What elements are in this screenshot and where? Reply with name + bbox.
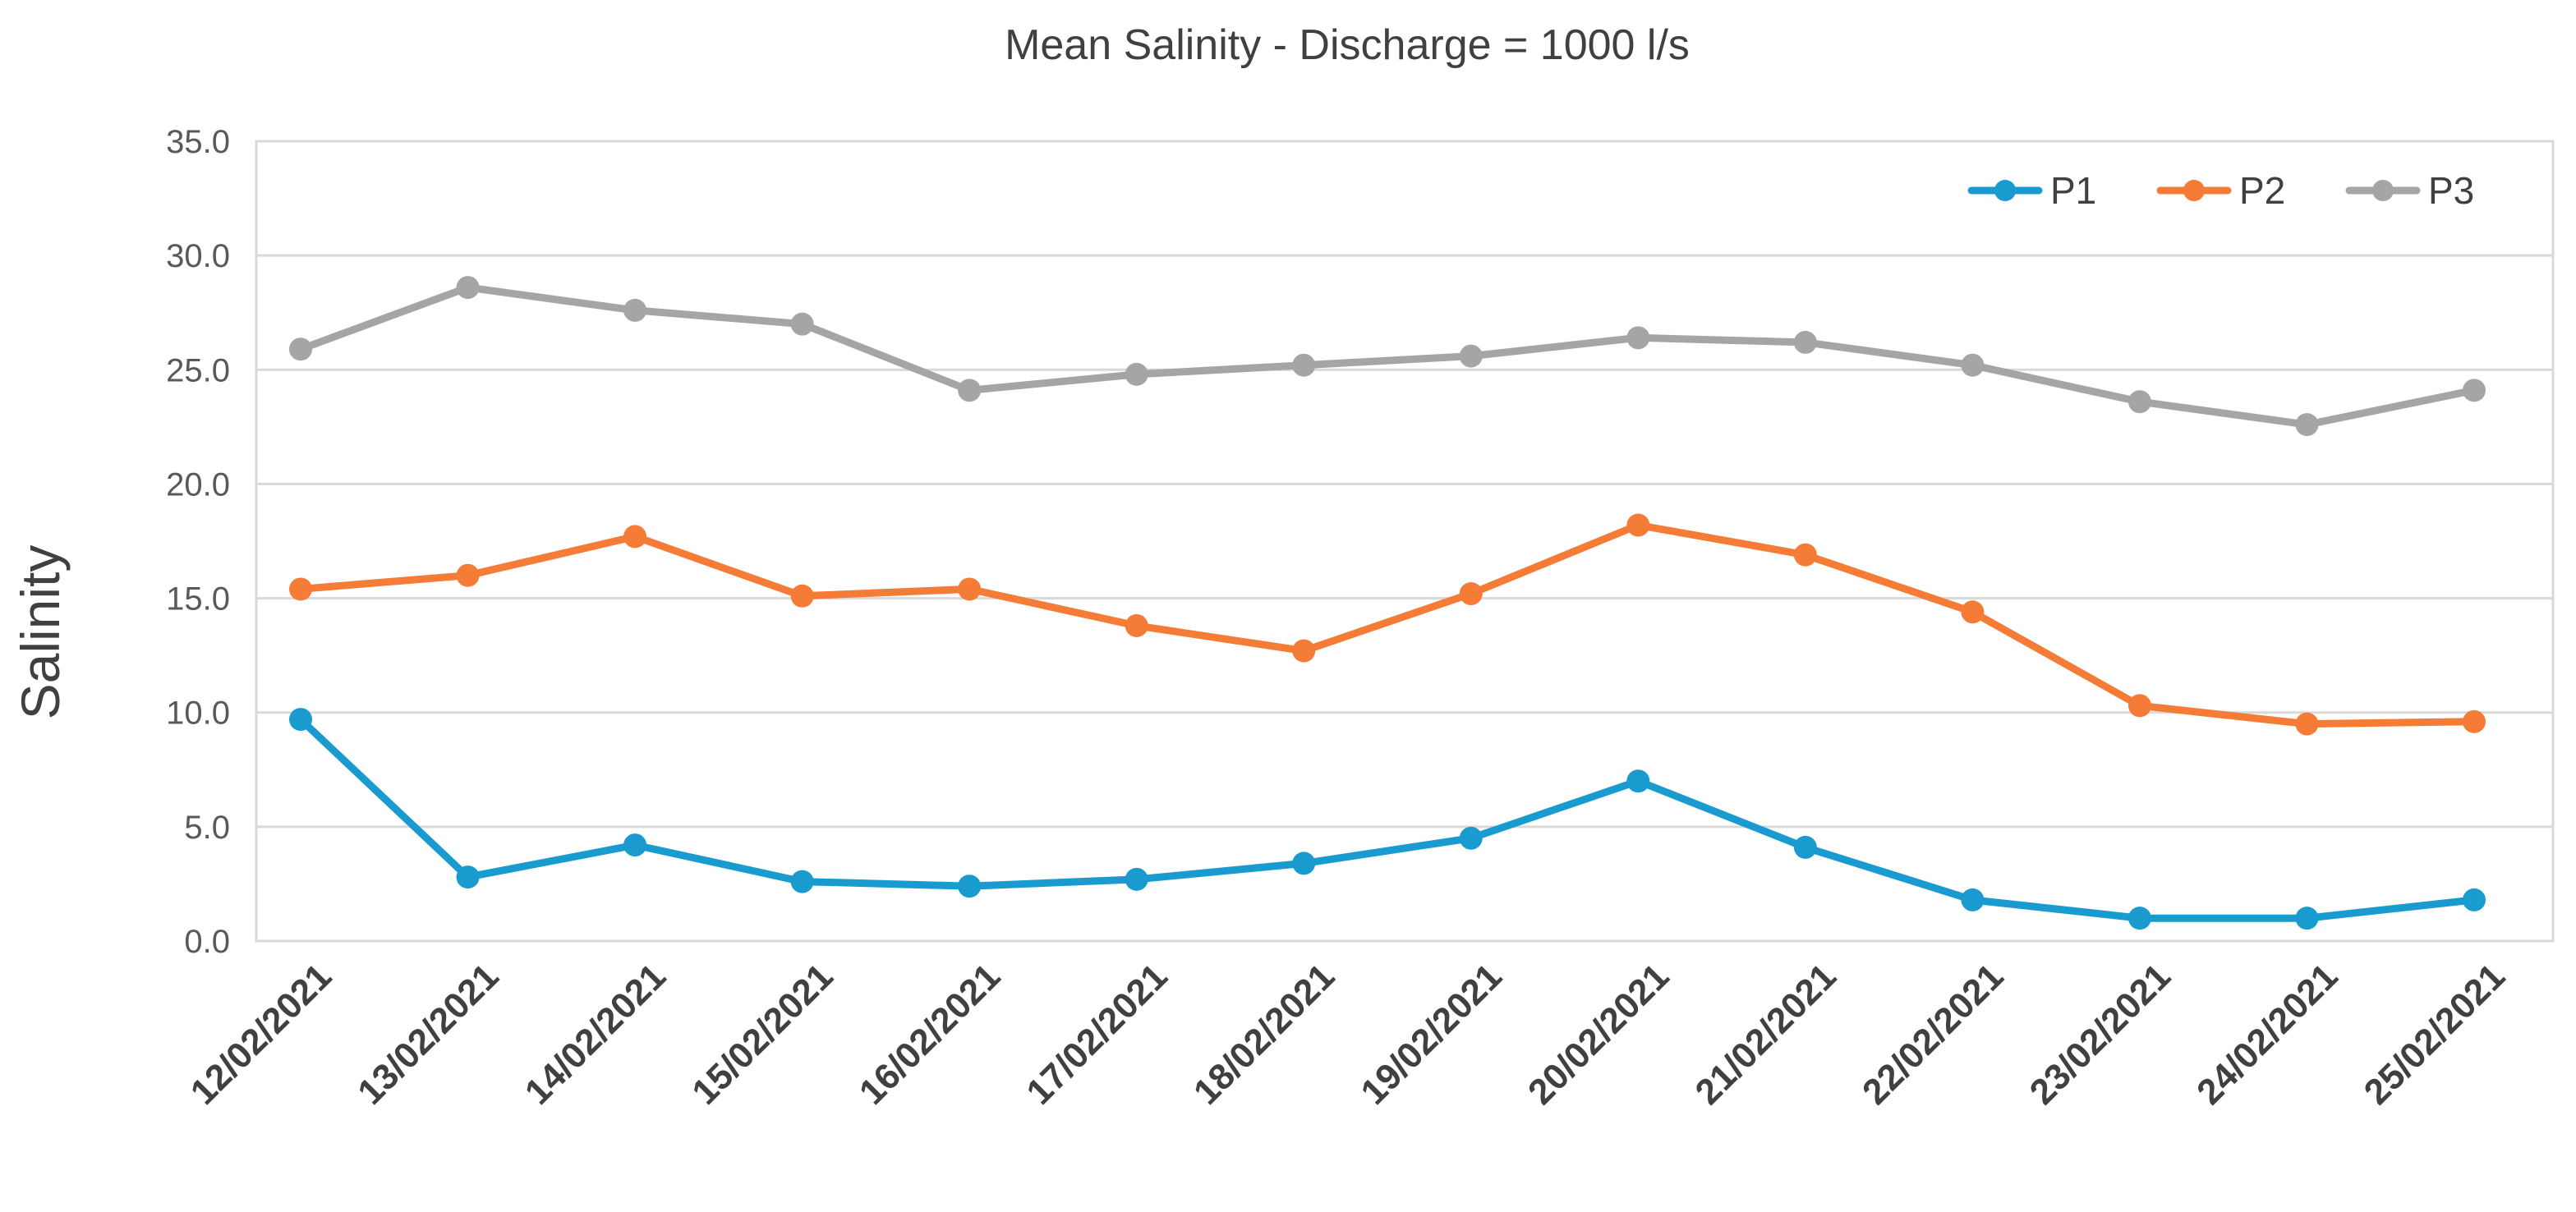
- data-point: [456, 865, 480, 889]
- data-point: [1459, 344, 1483, 368]
- data-point: [1459, 582, 1483, 606]
- y-tick-label: 15.0: [166, 581, 230, 617]
- data-point: [289, 337, 312, 361]
- chart-title: Mean Salinity - Discharge = 1000 l/s: [1005, 21, 1690, 69]
- data-point: [1125, 613, 1148, 637]
- data-point: [289, 708, 312, 732]
- data-point: [2295, 712, 2319, 736]
- legend-marker-p1: [1994, 180, 2016, 201]
- data-point: [790, 870, 814, 893]
- data-point: [1292, 353, 1316, 377]
- data-point: [958, 577, 982, 601]
- legend-marker-p2: [2183, 180, 2205, 201]
- data-point: [1125, 362, 1148, 386]
- data-point: [456, 563, 480, 587]
- data-point: [2295, 907, 2319, 930]
- data-point: [958, 875, 982, 898]
- data-point: [2463, 379, 2486, 402]
- data-point: [1961, 888, 1985, 911]
- data-point: [623, 833, 647, 857]
- data-point: [289, 577, 312, 601]
- data-point: [1626, 326, 1650, 350]
- data-point: [1292, 639, 1316, 663]
- data-point: [2128, 907, 2151, 930]
- series-p2: [289, 513, 2486, 736]
- y-axis-ticks: 0.0 5.0 10.0 15.0 20.0 25.0 30.0 35.0: [166, 124, 230, 960]
- data-point: [1793, 543, 1817, 567]
- data-point: [1125, 867, 1148, 891]
- data-point: [790, 312, 814, 336]
- data-point: [456, 276, 480, 300]
- series-line: [297, 715, 2478, 922]
- y-tick-label: 35.0: [166, 124, 230, 160]
- data-point: [1961, 600, 1985, 624]
- data-point: [2463, 709, 2486, 733]
- legend-marker-p3: [2372, 180, 2394, 201]
- data-point: [1626, 513, 1650, 537]
- data-point: [1626, 769, 1650, 793]
- legend-label-p1: P1: [2050, 169, 2096, 212]
- data-point: [2128, 694, 2151, 718]
- y-tick-label: 0.0: [184, 924, 230, 960]
- data-point: [958, 379, 982, 402]
- data-point: [790, 584, 814, 608]
- y-tick-label: 10.0: [166, 696, 230, 732]
- data-point: [1292, 852, 1316, 875]
- series-line: [297, 283, 2478, 429]
- y-tick-label: 5.0: [184, 810, 230, 846]
- series-line: [297, 521, 2478, 728]
- data-point: [623, 525, 647, 549]
- data-point: [1793, 835, 1817, 859]
- legend: P1 P2 P3: [1967, 169, 2474, 212]
- y-tick-label: 25.0: [166, 352, 230, 388]
- series-lines: [289, 276, 2486, 930]
- legend-label-p2: P2: [2239, 169, 2285, 212]
- plot-area-border: [255, 140, 2555, 943]
- y-tick-label: 30.0: [166, 238, 230, 274]
- y-axis-label: Salinity: [10, 545, 71, 720]
- data-point: [2295, 413, 2319, 437]
- legend-label-p3: P3: [2428, 169, 2474, 212]
- data-point: [1961, 353, 1985, 377]
- data-point: [2128, 390, 2151, 414]
- data-point: [623, 298, 647, 322]
- y-tick-label: 20.0: [166, 466, 230, 503]
- series-p3: [289, 276, 2486, 437]
- data-point: [1459, 826, 1483, 850]
- data-point: [1793, 330, 1817, 354]
- data-point: [2463, 888, 2486, 911]
- series-p1: [289, 708, 2486, 930]
